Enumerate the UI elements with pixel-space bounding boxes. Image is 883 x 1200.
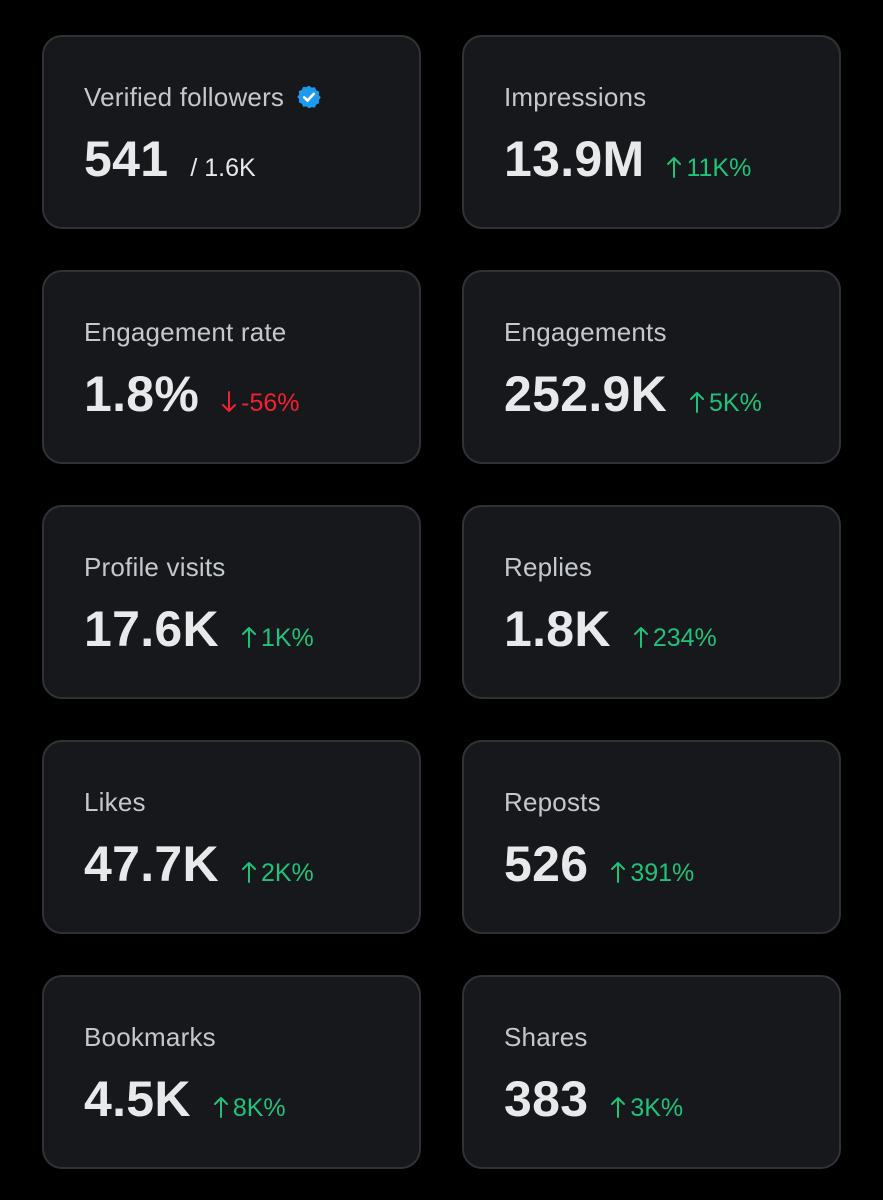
change-indicator: 5K% [689, 389, 762, 418]
change-value: 391% [630, 859, 695, 887]
metric-value: 383 [504, 1071, 589, 1127]
value-row: 252.9K 5K% [504, 364, 839, 424]
change-value: -56% [241, 389, 300, 417]
change-indicator: 1K% [241, 624, 314, 653]
value-row: 541 / 1.6K [84, 129, 419, 189]
metric-value: 1.8% [84, 366, 200, 422]
metric-value: 17.6K [84, 601, 219, 657]
metric-value: 526 [504, 836, 589, 892]
card-verified-followers[interactable]: Verified followers 541 / 1.6K [42, 35, 421, 229]
card-label: Shares [504, 1022, 588, 1052]
card-impressions[interactable]: Impressions 13.9M 11K% [462, 35, 841, 229]
change-value: 3K% [630, 1094, 684, 1122]
arrow-up-icon [241, 861, 257, 883]
verified-badge-icon [296, 84, 322, 110]
card-engagements[interactable]: Engagements 252.9K 5K% [462, 270, 841, 464]
metric-subtotal: / 1.6K [190, 154, 256, 182]
arrow-up-icon [610, 861, 626, 883]
arrow-up-icon [213, 1096, 229, 1118]
card-engagement-rate[interactable]: Engagement rate 1.8% -56% [42, 270, 421, 464]
metric-value: 4.5K [84, 1071, 191, 1127]
card-label: Likes [84, 787, 146, 817]
card-label: Verified followers [84, 82, 285, 112]
value-row: 4.5K 8K% [84, 1069, 419, 1129]
value-row: 526 391% [504, 834, 839, 894]
metric-value: 13.9M [504, 131, 645, 187]
change-indicator: 234% [633, 624, 717, 653]
card-label: Replies [504, 552, 593, 582]
analytics-grid: Verified followers 541 / 1.6K Impression… [42, 35, 841, 1169]
value-row: 383 3K% [504, 1069, 839, 1129]
change-value: 2K% [260, 859, 314, 887]
change-value: 11K% [686, 154, 752, 182]
card-label: Engagement rate [84, 317, 287, 347]
value-row: 17.6K 1K% [84, 599, 419, 659]
change-indicator: -56% [221, 389, 300, 418]
arrow-up-icon [241, 626, 257, 648]
value-row: 47.7K 2K% [84, 834, 419, 894]
metric-value: 252.9K [504, 366, 668, 422]
arrow-down-icon [221, 391, 237, 413]
change-indicator: 2K% [241, 859, 314, 888]
card-bookmarks[interactable]: Bookmarks 4.5K 8K% [42, 975, 421, 1169]
change-value: 1K% [260, 624, 314, 652]
change-value: 234% [652, 624, 717, 652]
change-indicator: 391% [610, 859, 694, 888]
metric-value: 541 [84, 131, 169, 187]
card-reposts[interactable]: Reposts 526 391% [462, 740, 841, 934]
metric-value: 47.7K [84, 836, 219, 892]
card-label: Engagements [504, 317, 667, 347]
change-value: 8K% [232, 1094, 286, 1122]
change-indicator: 11K% [666, 154, 751, 183]
arrow-up-icon [689, 391, 705, 413]
card-replies[interactable]: Replies 1.8K 234% [462, 505, 841, 699]
card-label-row: Verified followers [84, 81, 419, 113]
value-row: 1.8% -56% [84, 364, 419, 424]
value-row: 13.9M 11K% [504, 129, 839, 189]
card-label: Bookmarks [84, 1022, 216, 1052]
arrow-up-icon [610, 1096, 626, 1118]
card-label: Reposts [504, 787, 601, 817]
arrow-up-icon [666, 156, 682, 178]
value-row: 1.8K 234% [504, 599, 839, 659]
card-profile-visits[interactable]: Profile visits 17.6K 1K% [42, 505, 421, 699]
card-likes[interactable]: Likes 47.7K 2K% [42, 740, 421, 934]
card-label: Impressions [504, 82, 647, 112]
arrow-up-icon [633, 626, 649, 648]
card-shares[interactable]: Shares 383 3K% [462, 975, 841, 1169]
card-label: Profile visits [84, 552, 226, 582]
change-value: 5K% [709, 389, 762, 417]
change-indicator: 8K% [213, 1094, 286, 1123]
metric-value: 1.8K [504, 601, 611, 657]
change-indicator: 3K% [610, 1094, 683, 1123]
